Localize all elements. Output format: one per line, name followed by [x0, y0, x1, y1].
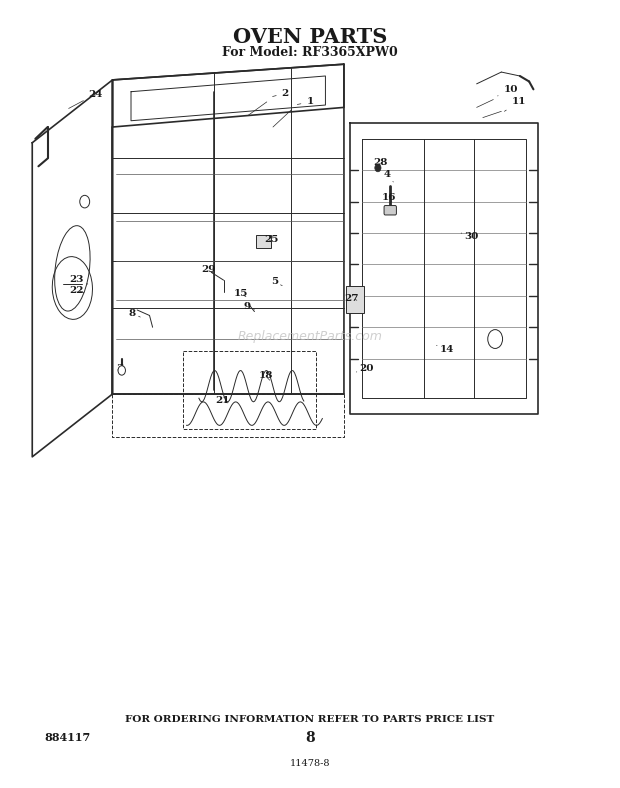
FancyBboxPatch shape [256, 236, 271, 248]
Text: ReplacementParts.com: ReplacementParts.com [237, 330, 383, 344]
Text: 27: 27 [345, 294, 359, 303]
Text: 25: 25 [265, 235, 279, 243]
Text: 3: 3 [117, 363, 123, 373]
Text: 18: 18 [259, 371, 273, 381]
Text: 5: 5 [271, 277, 282, 286]
Text: 11: 11 [505, 98, 526, 111]
Text: 9: 9 [244, 302, 254, 310]
FancyBboxPatch shape [346, 286, 364, 313]
Circle shape [118, 366, 125, 375]
Text: 1: 1 [297, 98, 314, 106]
Text: 24: 24 [69, 90, 103, 109]
Text: 4: 4 [384, 169, 393, 182]
Text: 23: 23 [69, 275, 88, 284]
Text: For Model: RF3365XPW0: For Model: RF3365XPW0 [222, 46, 398, 59]
Text: 20: 20 [356, 363, 374, 373]
Text: 10: 10 [498, 85, 518, 96]
Circle shape [375, 164, 381, 172]
Text: 11478-8: 11478-8 [290, 759, 330, 768]
Text: 8: 8 [129, 309, 140, 318]
Text: 28: 28 [373, 158, 388, 167]
Text: 884117: 884117 [45, 732, 91, 743]
Text: 8: 8 [305, 731, 315, 745]
Text: 16: 16 [382, 193, 396, 203]
Text: 15: 15 [234, 289, 248, 298]
Text: OVEN PARTS: OVEN PARTS [233, 27, 387, 46]
Text: 21: 21 [215, 396, 229, 405]
Text: 30: 30 [461, 232, 479, 241]
Text: 29: 29 [201, 266, 215, 274]
Text: 2: 2 [273, 89, 289, 98]
Text: FOR ORDERING INFORMATION REFER TO PARTS PRICE LIST: FOR ORDERING INFORMATION REFER TO PARTS … [125, 716, 495, 724]
Text: 14: 14 [436, 344, 454, 354]
Text: 22: 22 [69, 286, 84, 295]
FancyBboxPatch shape [384, 206, 396, 215]
